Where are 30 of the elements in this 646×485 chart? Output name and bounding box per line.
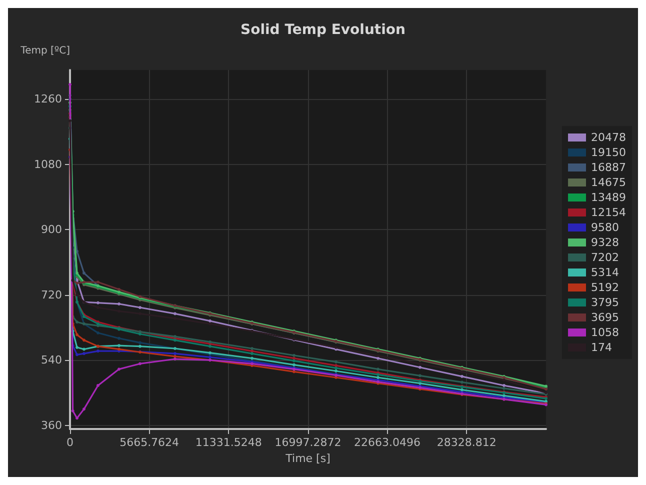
y-tick-label: 540 (41, 354, 62, 367)
y-tick-label: 720 (41, 288, 62, 302)
legend-label: 1058 (591, 326, 620, 339)
legend-label: 9328 (591, 236, 620, 249)
x-axis-title: Time [s] (284, 452, 330, 465)
y-axis-title: Temp [ºC] (20, 46, 70, 56)
chart-title: Solid Temp Evolution (240, 22, 406, 38)
y-tick-label: 1260 (34, 92, 62, 106)
legend-label: 5192 (591, 281, 620, 294)
x-tick-label: 11331.5248 (195, 436, 262, 449)
legend-label: 16887 (591, 161, 626, 174)
legend-label: 14675 (591, 176, 626, 189)
x-tick-label: 16997.2872 (274, 436, 342, 449)
x-tick-label: 28328.812 (436, 436, 496, 449)
legend-label: 13489 (591, 191, 626, 204)
legend-label: 19150 (591, 146, 626, 159)
legend-label: 20478 (591, 131, 626, 144)
x-tick-label: 0 (66, 436, 74, 449)
legend-label: 3695 (591, 311, 620, 324)
legend-label: 7202 (591, 251, 620, 264)
y-tick-label: 360 (41, 418, 62, 432)
legend-label: 174 (591, 341, 612, 354)
legend-label: 3795 (591, 296, 620, 309)
x-tick-label: 22663.0496 (354, 436, 421, 449)
legend-label: 9580 (591, 221, 620, 234)
legend-label: 12154 (591, 206, 626, 219)
legend-label: 5314 (591, 266, 620, 279)
x-tick-label: 5665.7624 (120, 436, 180, 449)
y-tick-label: 1080 (34, 158, 62, 171)
y-tick-label: 900 (41, 223, 62, 236)
